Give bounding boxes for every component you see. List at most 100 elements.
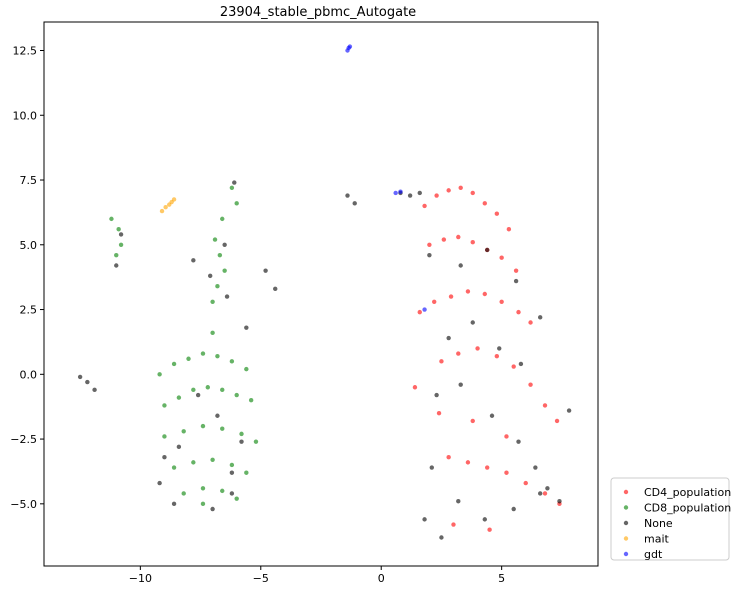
data-point [412,385,418,390]
data-point [456,351,461,356]
data-point [224,294,230,299]
legend-frame [610,477,730,561]
data-point [494,211,500,216]
legend-marker [623,536,629,541]
series-None [77,180,572,540]
data-point [542,491,548,496]
data-point [499,299,504,304]
data-point [485,247,490,253]
data-point [162,455,167,460]
data-point [537,315,543,320]
data-point [439,359,444,364]
data-point [162,403,167,408]
data-point [85,379,90,385]
legend-label: gdt [644,548,663,561]
data-point [244,470,249,475]
data-point [542,403,548,408]
data-point [210,299,215,304]
series-gdt [345,44,427,312]
data-point [263,268,268,273]
data-point [232,180,237,185]
data-point [162,434,167,439]
data-point [511,364,516,369]
data-point [176,395,182,400]
data-point [157,480,162,486]
data-point [482,517,487,522]
data-point [528,382,533,387]
x-tick-label: 5 [498,572,505,585]
legend-label: None [644,517,673,530]
data-point [417,309,422,315]
data-point [393,190,398,196]
data-point [229,470,235,475]
legend-label: mait [644,533,670,546]
data-point [448,294,454,299]
x-tick-label: −10 [129,572,152,585]
x-axis: −10 −5 0 5 [129,566,505,585]
data-point [446,335,451,341]
data-point [554,418,560,424]
y-tick-label: 5.0 [20,239,38,252]
data-point [451,522,456,527]
data-point [244,366,249,372]
data-point [220,426,225,431]
data-point [347,44,353,49]
data-point [222,242,227,247]
y-tick-label: 12.5 [13,44,38,57]
data-point [499,255,504,260]
data-point [456,499,461,504]
data-point [195,392,201,398]
data-point [422,517,427,522]
data-point [200,351,206,356]
data-point [248,398,254,403]
data-point [181,429,186,434]
data-point [528,320,533,325]
data-point [470,320,475,325]
data-point [407,193,413,198]
chart-title: 23904_stable_pbmc_Autogate [220,5,416,20]
data-point [475,346,480,351]
data-point [504,470,509,475]
data-point [208,273,213,279]
y-tick-label: 0.0 [20,368,38,381]
data-point [229,359,235,364]
y-tick-label: −2.5 [10,433,37,446]
data-point [114,263,119,268]
data-point [458,185,463,190]
data-point [489,413,495,418]
x-tick-label: −5 [253,572,269,585]
data-point [345,193,350,198]
data-point [427,252,432,258]
data-point [229,462,235,468]
legend: CD4_population CD8_population None mait gdt [610,477,731,561]
data-point [176,444,182,450]
data-point [566,408,572,413]
data-point [210,457,215,462]
data-point [458,382,463,387]
data-point [109,216,114,222]
data-point [487,527,492,532]
data-point [210,330,215,336]
data-point [92,387,97,393]
y-tick-label: 7.5 [20,174,38,187]
data-point [482,291,487,297]
data-point [215,284,220,289]
data-point [210,506,215,512]
data-point [458,263,463,268]
data-point [114,252,119,258]
data-point [220,488,225,494]
data-point [494,353,500,359]
data-point [446,188,451,193]
data-point [518,361,524,367]
data-point [222,268,227,273]
data-point [516,309,521,315]
data-point [557,499,562,504]
data-point [545,486,550,491]
data-point [220,216,225,222]
data-point [215,353,220,359]
data-point [516,439,521,444]
data-point [504,434,509,439]
data-point [470,418,475,424]
data-point [239,431,244,437]
y-axis: −5.0 −2.5 0.0 2.5 5.0 7.5 10.0 12.5 [10,44,44,511]
